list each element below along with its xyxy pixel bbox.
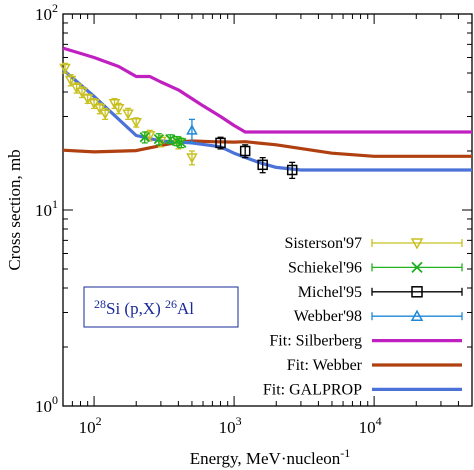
fit-line: [62, 46, 472, 134]
fit-lines: [61, 46, 472, 172]
x-tick-label: 103: [219, 414, 242, 437]
data-point-marker: [411, 286, 423, 298]
data-point-marker: [410, 238, 424, 250]
data-point-marker: [411, 261, 423, 274]
data-point-marker: [410, 309, 424, 321]
data-point-marker: [64, 75, 77, 87]
legend-label: Fit: GALPROP: [263, 381, 362, 398]
legend: Sisterson'97 Schiekel'96 Michel'95 Webber'9…: [263, 235, 463, 398]
legend-label: Webber'98: [294, 308, 362, 325]
fit-line: [62, 139, 472, 158]
data-point-marker: [122, 109, 134, 120]
reaction-annotation: 28Si (p,X) 26Al: [83, 286, 239, 328]
legend-label: Michel'95: [298, 284, 362, 301]
legend-label: Fit: Silberberg: [269, 333, 362, 350]
data-point-marker: [59, 63, 71, 75]
data-point-marker: [112, 104, 125, 115]
series-group: [139, 131, 187, 149]
series-group: [215, 136, 298, 180]
data-point-marker: [139, 132, 150, 143]
data-point-marker: [153, 133, 164, 145]
x-tick-label: 104: [359, 414, 382, 437]
x-tick-label: 102: [79, 414, 102, 437]
annotation-box: [83, 286, 239, 328]
legend-label: Schiekel'96: [288, 259, 362, 276]
data-point-marker: [186, 124, 198, 135]
plot-frame: [62, 13, 473, 407]
data-point-marker: [144, 131, 156, 142]
annotation-text: 28Si (p,X) 26Al: [94, 297, 194, 318]
axis-ticks: [62, 13, 473, 407]
fit-line: [61, 68, 472, 172]
series-group: [186, 118, 198, 144]
data-point-marker: [257, 159, 268, 171]
data-point-marker: [94, 104, 106, 115]
y-tick-label: 100: [35, 393, 58, 416]
data-point-marker: [286, 164, 298, 176]
data-point-marker: [215, 137, 226, 149]
y-tick-label: 102: [35, 1, 58, 24]
data-point-marker: [239, 145, 251, 157]
data-point-marker: [88, 99, 100, 110]
data-point-marker: [186, 153, 198, 164]
data-series: [59, 62, 298, 180]
data-point-marker: [76, 87, 88, 99]
data-point-marker: [99, 109, 111, 120]
data-point-marker: [176, 137, 187, 149]
y-tick-label: 101: [35, 197, 58, 220]
x-axis-label: Energy, MeV·nucleon-1: [190, 446, 351, 468]
data-point-marker: [165, 133, 176, 145]
y-axis-label: Cross section, mb: [5, 149, 24, 270]
data-point-marker: [130, 118, 142, 129]
axis-tick-labels: 102 103 104 100 101 102: [35, 1, 382, 437]
legend-label: Sisterson'97: [284, 235, 362, 252]
legend-label: Fit: Webber: [287, 357, 363, 374]
